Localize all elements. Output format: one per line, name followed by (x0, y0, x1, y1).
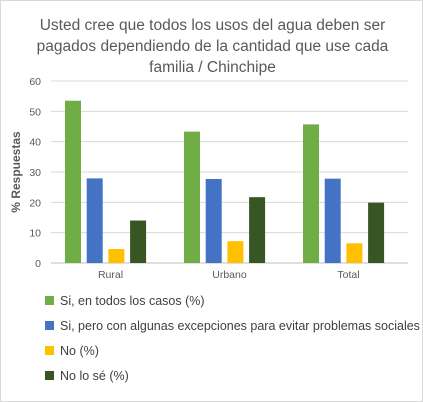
x-tick-label: Rural (98, 269, 123, 281)
bar-rural-1 (86, 178, 103, 263)
y-tick-label: 60 (29, 76, 41, 88)
legend-label: Si, pero con algunas excepciones para ev… (60, 318, 423, 333)
y-tick-label: 40 (29, 137, 41, 149)
chart-plot: 0 10 20 30 40 50 60 % Respuestas Rural Urbano Tota… (9, 76, 408, 281)
chart-title: Usted cree que todos los usos del agua d… (36, 17, 389, 76)
legend-item: No (%) (45, 338, 423, 363)
bar-urbano-3 (249, 197, 266, 263)
legend-swatch (45, 321, 54, 330)
bar-rural-3 (130, 220, 147, 263)
bar-urbano-2 (227, 241, 244, 263)
legend-swatch (45, 296, 54, 305)
bar-urbano-0 (184, 131, 200, 263)
bar-rural-0 (65, 100, 81, 263)
bar-total-2 (346, 243, 363, 263)
legend-label: No lo sé (%) (60, 368, 129, 383)
legend-swatch (45, 346, 54, 355)
legend-swatch (45, 371, 54, 380)
y-axis-label: % Respuestas (9, 131, 23, 213)
y-tick-label: 20 (29, 197, 41, 209)
x-tick-label: Total (337, 269, 359, 281)
y-tick-label: 0 (35, 258, 41, 270)
legend-item: Si, pero con algunas excepciones para ev… (45, 313, 423, 338)
y-tick-label: 10 (29, 228, 41, 240)
bar-total-3 (368, 202, 385, 263)
y-tick-label: 50 (29, 106, 41, 118)
x-tick-label: Urbano (212, 269, 247, 281)
legend-label: No (%) (60, 343, 99, 358)
chart-legend: Si, en todos los casos (%) Si, pero con a… (45, 288, 423, 388)
legend-label: Si, en todos los casos (%) (60, 293, 205, 308)
bar-total-0 (303, 124, 319, 263)
bar-urbano-1 (205, 178, 222, 263)
legend-item: Si, en todos los casos (%) (45, 288, 423, 313)
y-tick-label: 30 (29, 167, 41, 179)
bar-rural-2 (108, 249, 125, 263)
bar-total-1 (324, 178, 341, 263)
legend-item: No lo sé (%) (45, 363, 423, 388)
